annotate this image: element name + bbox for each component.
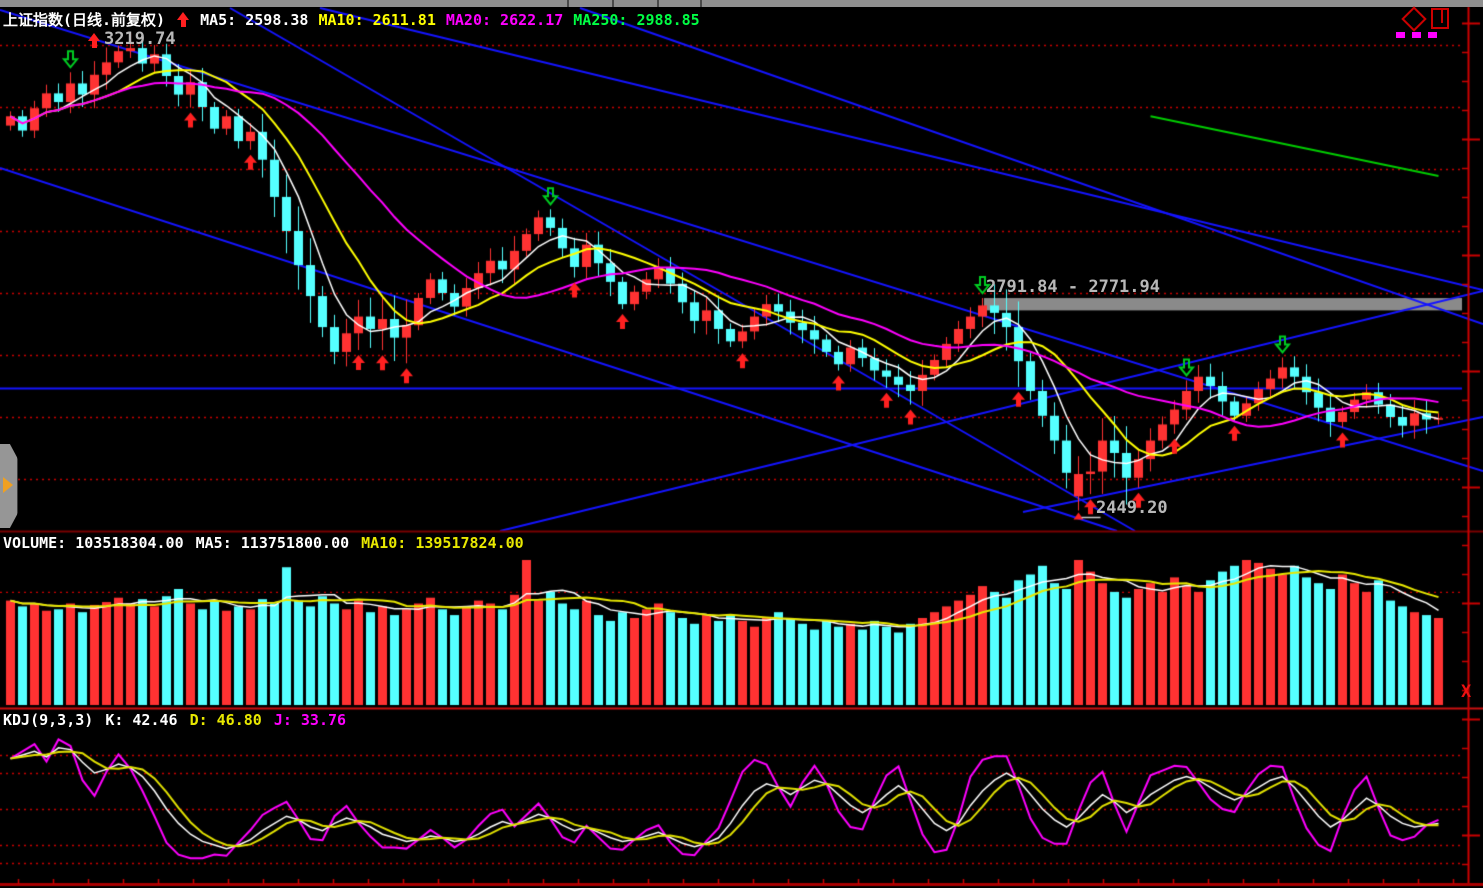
sidebar-expand-handle[interactable]	[0, 444, 18, 528]
price-panel-header: 上证指数(日线.前复权) MA5: 2598.38 MA10: 2611.81 MA2…	[3, 9, 710, 30]
expand-triangle-icon	[3, 477, 13, 493]
indicator-close-button[interactable]: X	[1461, 682, 1472, 702]
toolbar-bottom-strip[interactable]	[0, 0, 1483, 7]
toolbar-separator	[567, 0, 569, 7]
kdj-k-value: K: 42.46	[105, 711, 178, 729]
volume-panel-header: VOLUME: 103518304.00 MA5: 113751800.00 MA1…	[3, 534, 536, 552]
volume-value: VOLUME: 103518304.00	[3, 534, 184, 552]
toolbar-separator	[700, 0, 702, 7]
ma10-value: MA10: 2611.81	[318, 11, 436, 29]
volume-ma5-value: MA5: 113751800.00	[195, 534, 350, 552]
peak-price-label: 3219.74	[104, 29, 176, 49]
toolbar-separator	[612, 0, 614, 7]
more-dots-icon[interactable]	[1396, 32, 1437, 38]
low-price-label: 2449.20	[1096, 498, 1168, 518]
ma250-value: MA250: 2988.85	[573, 11, 700, 29]
window-pane-icon[interactable]	[1431, 8, 1449, 29]
symbol-title: 上证指数(日线.前复权)	[3, 11, 166, 29]
volume-ma10-value: MA10: 139517824.00	[361, 534, 524, 552]
kdj-j-value: J: 33.76	[273, 711, 347, 729]
resistance-band-label: 2791.84 - 2771.94	[986, 277, 1160, 297]
peak-marker-arrow-icon	[88, 33, 101, 48]
kdj-d-value: D: 46.80	[189, 711, 262, 729]
kdj-name: KDJ(9,3,3)	[3, 711, 94, 729]
up-arrow-icon	[177, 12, 190, 27]
ma20-value: MA20: 2622.17	[445, 11, 564, 29]
ma5-value: MA5: 2598.38	[200, 11, 309, 29]
kdj-panel-header: KDJ(9,3,3) K: 42.46 D: 46.80 J: 33.76	[3, 711, 358, 729]
toolbar-separator	[657, 0, 659, 7]
